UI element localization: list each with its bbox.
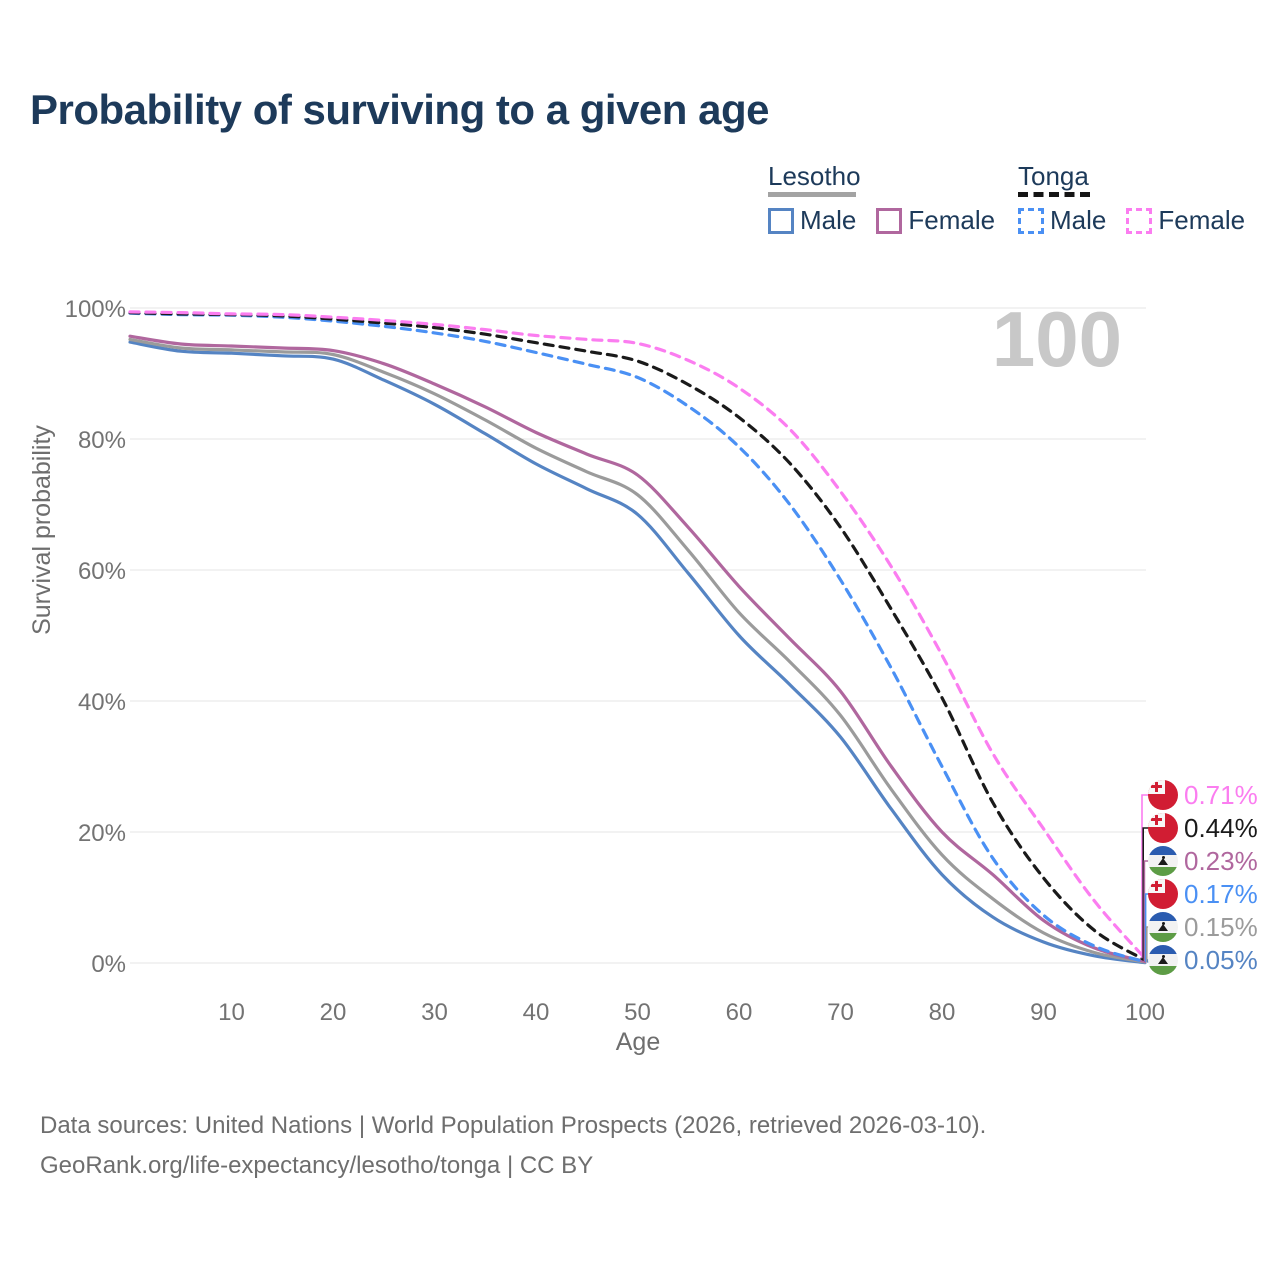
x-tick-30: 30: [421, 999, 448, 1026]
y-tick-100%: 100%: [65, 296, 126, 323]
lesotho-flag-stripe-green: [1148, 867, 1178, 876]
lesotho-flag-stripe-blue: [1148, 945, 1178, 954]
lesotho-male-swatch: [768, 207, 794, 234]
x-tick-10: 10: [218, 999, 245, 1026]
tonga-flag-cross-h: [1151, 884, 1162, 887]
legend-item-tonga-male[interactable]: Male: [1018, 205, 1106, 236]
curve-tonga-female: [128, 310, 1147, 960]
source-footer: Data sources: United Nations | World Pop…: [40, 1106, 986, 1186]
tonga-flag-cross-h: [1151, 818, 1162, 821]
y-tick-40%: 40%: [78, 689, 126, 716]
page-title: Probability of surviving to a given age: [30, 86, 769, 133]
curve-lesotho-all: [128, 337, 1147, 964]
curve-lesotho-female: [128, 334, 1147, 964]
legend-country-lesotho: Lesotho: [768, 161, 861, 191]
x-axis-title: Age: [616, 1028, 660, 1056]
end-label-value: 0.23%: [1184, 845, 1258, 876]
end-label-lesotho-all: 0.15%: [1148, 911, 1258, 943]
end-label-tonga-all: 0.44%: [1148, 812, 1258, 844]
end-label-tonga-male: 0.17%: [1148, 878, 1258, 910]
survival-chart: 0% 20% 40% 60% 80% 100% 10 20 30 40 50 60 70 80 90 100 A…: [28, 295, 1258, 1056]
lesotho-flag-hat-knob: [1161, 954, 1165, 958]
end-label-value: 0.71%: [1184, 779, 1258, 810]
lesotho-flag-hat-tri: [1158, 858, 1168, 865]
end-label-value: 0.15%: [1184, 911, 1258, 942]
legend-item-label: Male: [1050, 205, 1107, 235]
x-tick-20: 20: [320, 999, 347, 1026]
curve-tonga-male: [128, 311, 1147, 964]
legend-item-tonga-female[interactable]: Female: [1126, 205, 1245, 236]
x-tick-60: 60: [726, 999, 753, 1026]
lesotho-flag-hat-knob: [1161, 921, 1165, 925]
lesotho-flag-stripe-green: [1148, 933, 1178, 942]
data-sources-line: Data sources: United Nations | World Pop…: [40, 1112, 987, 1139]
end-label-connector-tonga-all: [1142, 827, 1150, 961]
end-label-value: 0.05%: [1184, 944, 1258, 975]
lesotho-flag-stripe-green: [1148, 966, 1178, 975]
end-label-lesotho-female: 0.23%: [1148, 845, 1258, 877]
x-tick-80: 80: [929, 999, 956, 1026]
legend-item-lesotho-female[interactable]: Female: [876, 205, 995, 236]
lesotho-flag-icon: [1148, 846, 1178, 876]
end-label-connector-tonga-female: [1141, 794, 1150, 959]
lesotho-flag-hat-knob: [1161, 855, 1165, 859]
tonga-male-swatch: [1018, 207, 1044, 234]
end-label-tonga-female: 0.71%: [1148, 779, 1258, 811]
tonga-flag-icon: [1148, 780, 1178, 810]
y-tick-60%: 60%: [78, 558, 126, 585]
lesotho-female-swatch: [876, 207, 903, 234]
y-axis-title: Survival probability: [28, 425, 56, 635]
x-tick-70: 70: [827, 999, 854, 1026]
tonga-flag-icon: [1148, 879, 1178, 909]
tonga-flag-cross-h: [1151, 785, 1162, 788]
legend-item-label: Male: [800, 205, 857, 235]
lesotho-solid-line-swatch: [768, 192, 856, 197]
legend-group-lesotho: Lesotho Male Female: [768, 162, 995, 236]
lesotho-flag-icon: [1148, 912, 1178, 942]
legend-country-tonga: Tonga: [1018, 161, 1089, 191]
curve-tonga-all: [128, 311, 1147, 962]
lesotho-flag-hat-tri: [1158, 957, 1168, 964]
end-label-lesotho-male: 0.05%: [1148, 944, 1258, 976]
y-tick-80%: 80%: [78, 427, 126, 454]
tonga-dashed-line-swatch: [1018, 192, 1090, 197]
curve-lesotho-male: [128, 340, 1147, 965]
tonga-female-swatch: [1126, 207, 1153, 234]
lesotho-flag-hat-tri: [1158, 924, 1168, 931]
y-tick-20%: 20%: [78, 820, 126, 847]
x-tick-50: 50: [624, 999, 651, 1026]
x-tick-40: 40: [523, 999, 550, 1026]
tonga-flag-icon: [1148, 813, 1178, 843]
y-tick-0%: 0%: [91, 951, 126, 978]
x-tick-90: 90: [1030, 999, 1057, 1026]
legend-group-tonga: Tonga Male Female: [1018, 162, 1245, 236]
legend-item-lesotho-male[interactable]: Male: [768, 205, 856, 236]
end-label-value: 0.17%: [1184, 878, 1258, 909]
legend: Lesotho Male Female Tonga Male Female: [0, 162, 1280, 242]
attribution-line: GeoRank.org/life-expectancy/lesotho/tong…: [40, 1152, 594, 1179]
lesotho-flag-stripe-blue: [1148, 846, 1178, 855]
age-indicator-watermark: 100: [992, 295, 1122, 383]
legend-item-label: Female: [1158, 205, 1246, 235]
x-tick-100: 100: [1125, 999, 1165, 1026]
lesotho-flag-icon: [1148, 945, 1178, 975]
survival-chart-svg: 0% 20% 40% 60% 80% 100% 10 20 30 40 50 60 70 80 90 100 A…: [28, 295, 1165, 1056]
lesotho-flag-stripe-blue: [1148, 912, 1178, 921]
end-label-value: 0.44%: [1184, 812, 1258, 843]
legend-item-label: Female: [908, 205, 996, 235]
